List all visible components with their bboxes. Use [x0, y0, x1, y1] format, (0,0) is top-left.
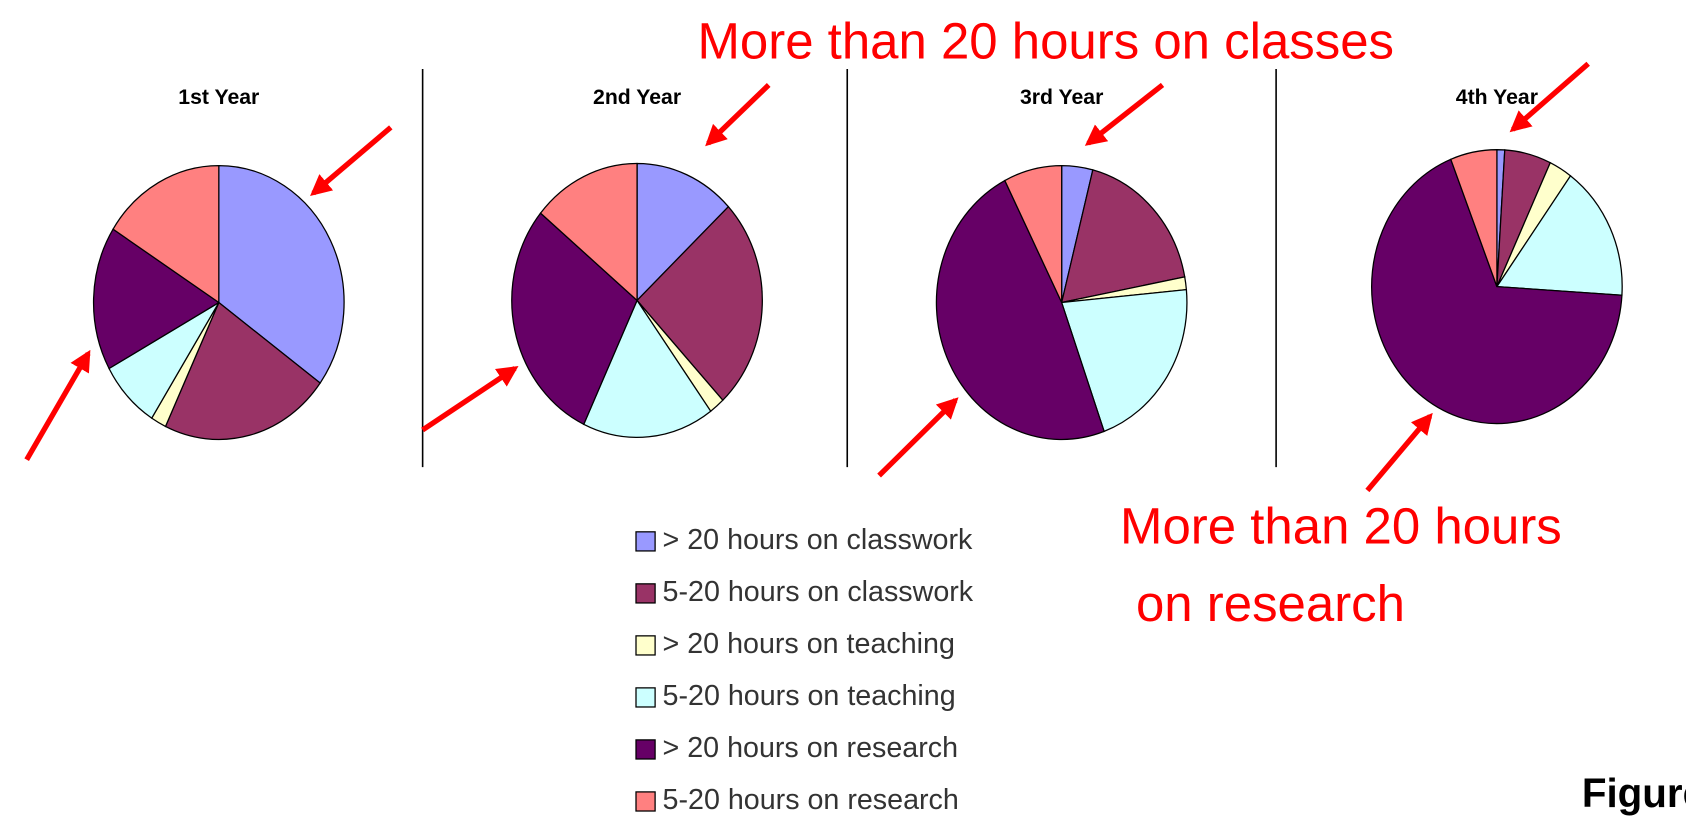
pie-slice: [1495, 174, 1623, 296]
annotation: More than 20 hours: [1120, 498, 1562, 555]
pie-slice: [636, 162, 730, 302]
arrow: [877, 397, 959, 478]
pie-slice: [582, 299, 712, 438]
arrow: [705, 83, 771, 147]
pie-slice: [935, 179, 1105, 441]
arrow: [1365, 412, 1433, 493]
pie-slice: [1371, 158, 1623, 425]
annotation: on research: [1136, 575, 1405, 632]
pie-title: 3rd Year: [1020, 86, 1103, 109]
annotation: More than 20 hours on classes: [697, 12, 1394, 69]
legend-swatch: [635, 739, 656, 760]
legend-label: > 20 hours on classwork: [663, 524, 973, 556]
pie-slice: [112, 164, 220, 304]
pie-title: 4th Year: [1456, 86, 1538, 109]
arrows: [24, 61, 1590, 493]
legend-swatch: [635, 635, 656, 656]
pie-slice: [539, 162, 638, 302]
pie-slice: [636, 205, 763, 402]
legend-label: 5-20 hours on classwork: [663, 576, 974, 608]
pie-title: 1st Year: [178, 86, 259, 109]
legend-label: 5-20 hours on teaching: [663, 680, 956, 712]
arrow: [310, 125, 393, 196]
pie-slice: [1449, 149, 1498, 287]
legend-swatch: [635, 583, 656, 604]
legend-swatch: [635, 687, 656, 708]
pie-slice: [1003, 164, 1063, 303]
pie-slice: [92, 228, 220, 370]
pie-slice: [218, 164, 345, 384]
pie-title: 2nd Year: [593, 86, 681, 109]
figure-label: Figure: [1582, 770, 1686, 816]
arrow: [24, 349, 91, 461]
arrow: [1509, 61, 1590, 133]
legend-label: > 20 hours on teaching: [663, 628, 955, 660]
arrow: [1084, 82, 1165, 146]
legend-label: 5-20 hours on research: [663, 784, 959, 816]
legend-swatch: [635, 531, 656, 552]
arrow: [421, 365, 519, 433]
pie-slice: [1060, 169, 1186, 304]
legend-label: > 20 hours on research: [663, 732, 959, 764]
dividers: [421, 69, 1277, 468]
pie-slice: [511, 212, 638, 426]
legend-swatch: [635, 791, 656, 812]
